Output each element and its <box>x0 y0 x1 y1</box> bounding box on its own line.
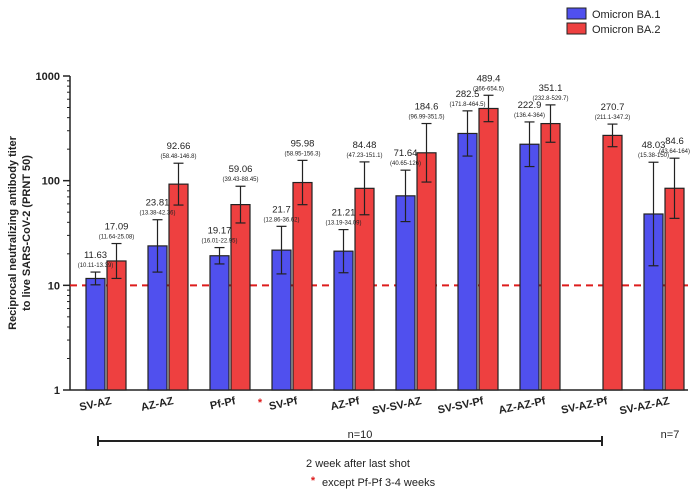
ci-label: (40.65-126) <box>390 161 421 167</box>
bar-sv-az-pf-ba2 <box>602 134 623 391</box>
y-tick-label: 10 <box>48 280 60 292</box>
ci-label: (58.95-156.3) <box>284 151 320 157</box>
legend-label: Omicron BA.1 <box>592 9 660 21</box>
ci-label: (13.38-42.36) <box>139 211 175 217</box>
ci-label: (10.11-13.39) <box>78 263 114 269</box>
data-label: 19.17 <box>208 226 232 237</box>
ci-label: (96.99-351.5) <box>408 115 444 121</box>
category-label: AZ-Pf <box>329 395 361 413</box>
footnote-star: * <box>258 397 263 409</box>
y-axis-label-line-2: to live SARS-CoV-2 (PRNT 50) <box>21 155 33 311</box>
data-label: 21.7 <box>272 204 291 215</box>
category-label: SV-AZ <box>78 395 112 414</box>
data-label: 48.03 <box>642 140 666 151</box>
data-label: 222.9 <box>518 100 542 111</box>
data-label: 17.09 <box>105 222 129 233</box>
category-label: SV-SV-Pf <box>437 395 485 416</box>
bar-pf-pf-ba1 <box>209 255 230 391</box>
ci-label: (211.1-347.2) <box>595 115 631 121</box>
data-label: 84.48 <box>353 140 377 151</box>
ci-label: (136.4-364) <box>514 113 545 119</box>
data-label: 21.21 <box>332 208 356 219</box>
y-axis-label-line-1: Reciprocal neutralizing antibody titer <box>7 135 19 329</box>
sample-size-label: n=10 <box>348 429 373 441</box>
bar-az-pf-ba2 <box>354 187 375 391</box>
data-label: 184.6 <box>415 102 439 113</box>
category-label: Pf-Pf <box>209 395 237 412</box>
ci-label: (171.8-464.5) <box>449 102 485 108</box>
category-label: SV-AZ-AZ <box>619 395 671 417</box>
ci-label: (43.64-164) <box>659 149 690 155</box>
ci-label: (12.86-36.62) <box>263 217 299 223</box>
ci-label: (232.8-529.7) <box>532 96 568 102</box>
bracket-label: 2 week after last shot <box>306 458 410 470</box>
legend-label: Omicron BA.2 <box>592 24 660 36</box>
category-label: SV-AZ-Pf <box>560 395 609 417</box>
data-label: 23.81 <box>146 198 170 209</box>
y-tick-label: 1 <box>54 385 60 397</box>
bar-sv-sv-az-ba1 <box>395 195 416 391</box>
category-label: SV-SV-AZ <box>371 395 423 417</box>
bar-sv-az-ba1 <box>85 277 106 391</box>
y-tick-label: 100 <box>42 176 60 188</box>
ci-label: (15.38-150) <box>638 153 669 159</box>
footnote-star-marker: * <box>311 475 316 487</box>
data-label: 270.7 <box>601 102 625 113</box>
bar-az-az-pf-ba2 <box>540 122 561 391</box>
data-label: 84.6 <box>665 136 684 147</box>
ci-label: (13.19-34.09) <box>325 221 361 227</box>
bar-sv-pf-ba2 <box>292 181 313 391</box>
bars-layer <box>85 94 685 391</box>
data-label: 92.66 <box>167 141 191 152</box>
ci-label: (47.23-151.1) <box>346 153 382 159</box>
category-label: AZ-AZ <box>140 395 175 414</box>
ci-label: (11.64-25.08) <box>99 235 135 241</box>
bar-sv-sv-pf-ba1 <box>457 132 478 391</box>
data-label: 351.1 <box>539 83 563 94</box>
data-label: 59.06 <box>229 164 253 175</box>
bar-pf-pf-ba2 <box>230 204 251 391</box>
y-tick-label: 1000 <box>36 71 60 83</box>
bar-az-az-pf-ba1 <box>519 143 540 391</box>
sample-size-label: n=7 <box>661 429 680 441</box>
ci-label: (58.48-146.8) <box>160 154 196 160</box>
legend: Omicron BA.1 Omicron BA.2 <box>566 7 660 36</box>
category-label: AZ-AZ-Pf <box>498 395 547 417</box>
bar-sv-sv-pf-ba2 <box>478 107 499 391</box>
data-label: 11.63 <box>84 250 107 261</box>
legend-swatch <box>566 22 587 35</box>
footer: 2 week after last shot * except Pf-Pf 3-4 … <box>97 436 603 489</box>
data-label: 95.98 <box>291 138 315 149</box>
ci-label: (16.01-22.95) <box>201 239 237 245</box>
y-axis-label: Reciprocal neutralizing antibody titer to… <box>7 135 33 329</box>
ci-label: (366-654.5) <box>473 86 504 92</box>
footnote-text: except Pf-Pf 3-4 weeks <box>322 477 436 489</box>
data-label: 71.64 <box>394 148 418 159</box>
legend-swatch <box>566 7 587 20</box>
ci-label: (39.43-88.45) <box>222 177 258 183</box>
data-label: 489.4 <box>477 73 501 84</box>
bar-sv-az-ba2 <box>106 260 127 391</box>
category-label: SV-Pf <box>268 395 299 413</box>
bar-sv-sv-az-ba2 <box>416 152 437 391</box>
data-label: 282.5 <box>456 89 480 100</box>
